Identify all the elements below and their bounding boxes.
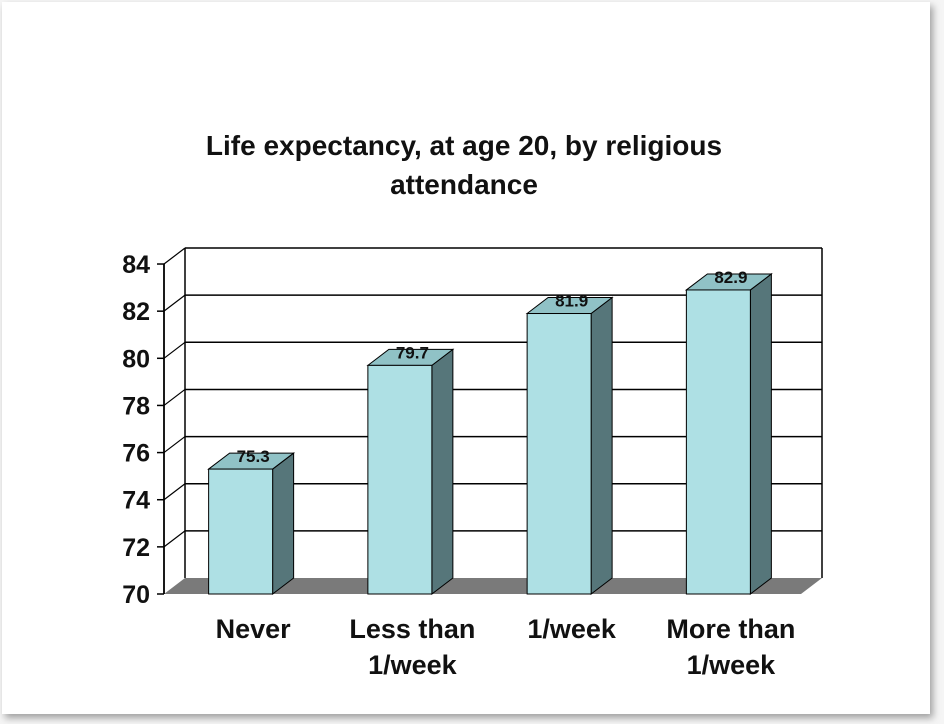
bar-side: [431, 348, 454, 596]
category-label-line: More than: [666, 614, 795, 644]
y-tick-label: 74: [122, 487, 150, 515]
category-label: Less than 1/week: [349, 614, 475, 680]
bar: [366, 348, 455, 596]
y-axis-ticks: 70 72 74 76 78 80 82 84: [122, 251, 150, 609]
y-tick-label: 78: [122, 392, 150, 420]
bar: [207, 452, 296, 596]
y-tick-label: 80: [122, 345, 150, 373]
bar-front: [208, 468, 274, 595]
side-gridline: [163, 247, 186, 265]
bar: [684, 272, 773, 596]
category-label: 1/week: [527, 614, 617, 644]
side-gridline: [163, 341, 186, 359]
bar: [525, 296, 614, 596]
category-label-line: 1/week: [527, 614, 617, 644]
bar-chart: 75.3 79.7 81.9 82.9 70 72 74 76 78 80 82 84 Never L…: [122, 130, 823, 680]
chart-floor: [164, 578, 822, 594]
y-tick-label: 84: [122, 251, 150, 279]
chart-title-line-1: Life expectancy, at age 20, by religious: [206, 130, 722, 161]
bar-side: [272, 452, 295, 596]
y-tick-label: 70: [122, 581, 150, 609]
slide-frame: 75.3 79.7 81.9 82.9 70 72 74 76 78 80 82 84 Never L…: [2, 2, 930, 714]
bar-value-label: 75.3: [237, 447, 270, 466]
bar-front: [367, 364, 433, 595]
side-gridline: [163, 530, 186, 548]
chart-title-line-2: attendance: [390, 169, 538, 200]
x-axis-categories: Never Less than 1/week 1/week More than 1/wee…: [216, 614, 796, 680]
side-gridline: [163, 436, 186, 454]
bar-front: [685, 289, 751, 595]
side-gridline: [163, 388, 186, 406]
y-tick-label: 76: [122, 440, 150, 468]
value-labels: 75.3 79.7 81.9 82.9: [237, 268, 748, 466]
bar-value-label: 82.9: [714, 268, 747, 287]
bars: [207, 272, 773, 596]
y-tick-label: 82: [122, 298, 150, 326]
bar-value-label: 81.9: [555, 292, 588, 311]
category-label: Never: [216, 614, 292, 644]
category-label-line: 1/week: [687, 650, 777, 680]
category-label-line: 1/week: [368, 650, 458, 680]
bar-value-label: 79.7: [396, 343, 429, 362]
bar-front: [526, 313, 592, 595]
category-label: More than 1/week: [666, 614, 795, 680]
side-gridline: [163, 294, 186, 312]
bar-side: [590, 296, 613, 596]
side-gridline: [163, 483, 186, 501]
y-tick-label: 72: [122, 534, 150, 562]
category-label-line: Never: [216, 614, 292, 644]
bar-side: [749, 272, 772, 596]
chart-title: Life expectancy, at age 20, by religious…: [206, 130, 722, 200]
category-label-line: Less than: [349, 614, 475, 644]
